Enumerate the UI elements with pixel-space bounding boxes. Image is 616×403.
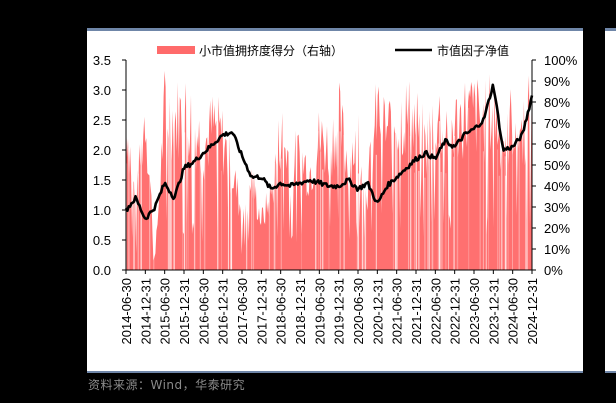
source-note: 资料来源：Wind，华泰研究 [88,378,246,392]
legend: 小市值拥挤度得分（右轴） 市值因子净值 [157,43,509,58]
svg-text:2016-12-31: 2016-12-31 [216,278,231,345]
svg-text:2020-06-30: 2020-06-30 [351,278,366,345]
svg-text:2019-06-30: 2019-06-30 [312,278,327,345]
svg-text:2019-12-31: 2019-12-31 [332,278,347,345]
svg-text:80%: 80% [544,95,570,110]
svg-text:2014-12-31: 2014-12-31 [138,278,153,345]
adjacent-panel-top-rule [605,28,616,31]
svg-text:0.5: 0.5 [93,233,111,248]
svg-text:0%: 0% [544,263,563,278]
svg-text:2022-06-30: 2022-06-30 [428,278,443,345]
legend-label-nav: 市值因子净值 [437,43,509,58]
svg-text:3.0: 3.0 [93,83,111,98]
svg-text:10%: 10% [544,242,570,257]
legend-label-crowding: 小市值拥挤度得分（右轴） [199,43,343,58]
svg-text:60%: 60% [544,137,570,152]
svg-text:30%: 30% [544,200,570,215]
axes: 0.0 0.5 1.0 1.5 2.0 2.5 3.0 3.5 0% 10% 20% 30% 40% 50… [93,53,578,345]
svg-text:2014-06-30: 2014-06-30 [119,278,134,345]
svg-text:2017-06-30: 2017-06-30 [235,278,250,345]
adjacent-panel-bottom-rule [605,371,616,373]
adjacent-panel [605,31,616,371]
svg-text:2021-12-31: 2021-12-31 [409,278,424,345]
svg-text:2016-06-30: 2016-06-30 [196,278,211,345]
svg-text:0.0: 0.0 [93,263,111,278]
top-rule [87,28,583,31]
svg-text:2024-12-31: 2024-12-31 [525,278,540,345]
svg-text:2022-12-31: 2022-12-31 [448,278,463,345]
svg-text:2015-12-31: 2015-12-31 [177,278,192,345]
svg-text:20%: 20% [544,221,570,236]
svg-text:3.5: 3.5 [93,53,111,68]
svg-text:2.5: 2.5 [93,113,111,128]
size-factor-nav-line [124,83,534,221]
svg-text:100%: 100% [544,53,578,68]
svg-text:2018-06-30: 2018-06-30 [274,278,289,345]
svg-text:2017-12-31: 2017-12-31 [254,278,269,345]
svg-text:2018-12-31: 2018-12-31 [293,278,308,345]
svg-text:90%: 90% [544,74,570,89]
legend-swatch-area [157,46,195,54]
svg-text:2015-06-30: 2015-06-30 [158,278,173,345]
svg-text:50%: 50% [544,158,570,173]
svg-text:1.5: 1.5 [93,173,111,188]
svg-text:70%: 70% [544,116,570,131]
svg-text:2.0: 2.0 [93,143,111,158]
crowding-score-area [126,70,532,271]
svg-text:2024-06-30: 2024-06-30 [506,278,521,345]
svg-text:2021-06-30: 2021-06-30 [390,278,405,345]
svg-text:1.0: 1.0 [93,203,111,218]
svg-text:2020-12-31: 2020-12-31 [370,278,385,345]
svg-text:40%: 40% [544,179,570,194]
bottom-rule [87,371,583,373]
svg-text:2023-06-30: 2023-06-30 [467,278,482,345]
svg-text:2023-12-31: 2023-12-31 [486,278,501,345]
